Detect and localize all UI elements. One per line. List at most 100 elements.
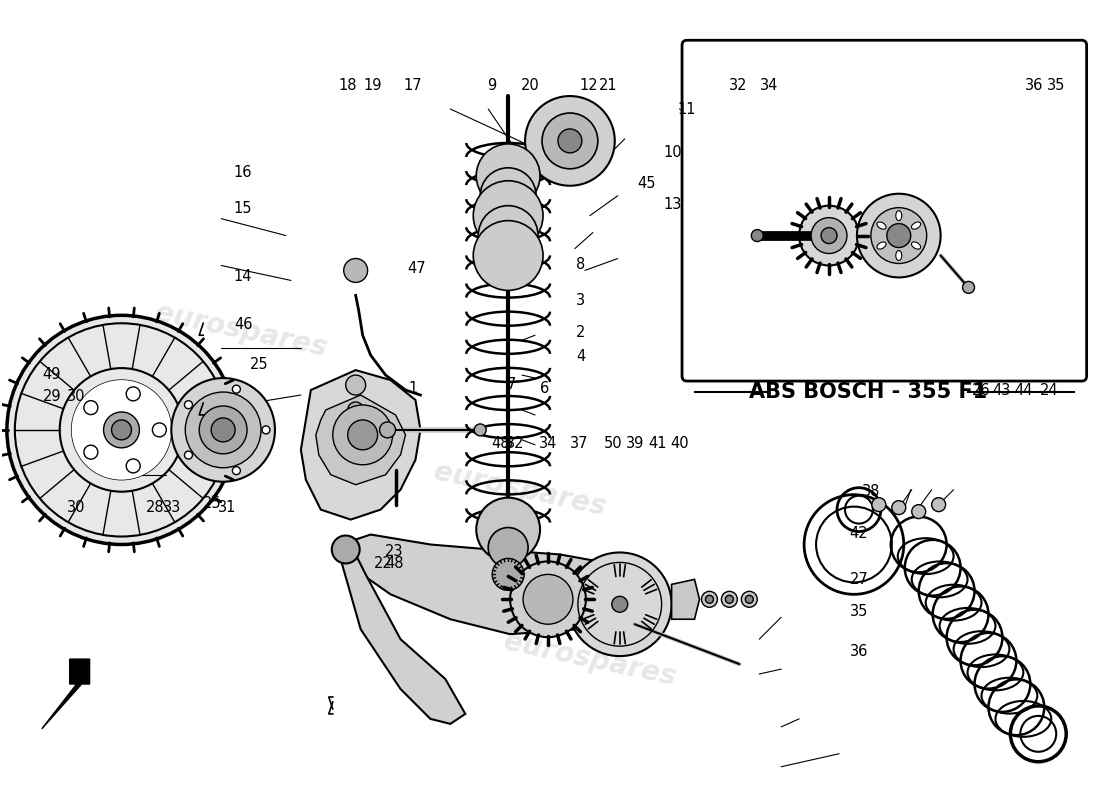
Circle shape: [722, 591, 737, 607]
Circle shape: [379, 422, 396, 438]
Text: 30: 30: [67, 389, 86, 403]
Text: 33: 33: [163, 500, 180, 515]
Text: 36: 36: [850, 644, 868, 658]
Text: 28: 28: [146, 500, 165, 515]
Text: 22: 22: [374, 556, 393, 571]
Text: 1: 1: [408, 381, 418, 395]
Text: 27: 27: [849, 572, 869, 587]
Circle shape: [799, 206, 859, 266]
Polygon shape: [672, 579, 700, 619]
Text: 47: 47: [407, 261, 426, 276]
Text: 32: 32: [506, 436, 525, 451]
Text: 35: 35: [850, 604, 868, 618]
Circle shape: [725, 595, 734, 603]
Text: 5: 5: [504, 436, 513, 451]
Text: 6: 6: [540, 381, 549, 395]
Text: 11: 11: [678, 102, 696, 117]
Circle shape: [126, 459, 140, 473]
Polygon shape: [301, 370, 420, 519]
Text: 19: 19: [363, 78, 382, 93]
Circle shape: [476, 144, 540, 208]
Polygon shape: [341, 534, 640, 634]
Text: 26: 26: [971, 383, 990, 398]
Circle shape: [153, 423, 166, 437]
Text: 21: 21: [598, 78, 617, 93]
Text: 32: 32: [729, 78, 748, 93]
Text: 45: 45: [637, 176, 656, 190]
Circle shape: [199, 406, 248, 454]
Circle shape: [348, 402, 364, 418]
Circle shape: [84, 401, 98, 414]
Circle shape: [821, 228, 837, 243]
Circle shape: [232, 385, 241, 393]
Text: 12: 12: [579, 78, 597, 93]
Circle shape: [741, 591, 757, 607]
Circle shape: [7, 315, 236, 545]
Circle shape: [746, 595, 754, 603]
Circle shape: [488, 527, 528, 567]
Circle shape: [872, 498, 886, 512]
Circle shape: [857, 194, 940, 278]
Text: 25: 25: [204, 496, 222, 511]
Circle shape: [345, 375, 365, 395]
Text: eurospares: eurospares: [502, 627, 679, 691]
Text: 16: 16: [234, 166, 252, 180]
Circle shape: [103, 412, 140, 448]
Text: 13: 13: [663, 197, 682, 212]
Text: 10: 10: [663, 146, 682, 160]
Circle shape: [348, 420, 377, 450]
Text: 23: 23: [385, 544, 404, 559]
Circle shape: [887, 224, 911, 247]
Text: 8: 8: [576, 257, 585, 272]
Ellipse shape: [912, 222, 921, 230]
Circle shape: [72, 380, 172, 480]
Ellipse shape: [895, 250, 902, 261]
Text: 35: 35: [1047, 78, 1066, 93]
Text: 14: 14: [234, 269, 252, 284]
FancyBboxPatch shape: [682, 40, 1087, 381]
Circle shape: [333, 405, 393, 465]
Circle shape: [705, 595, 714, 603]
Circle shape: [473, 221, 543, 290]
Circle shape: [492, 558, 524, 590]
Text: 24: 24: [1040, 383, 1058, 398]
Circle shape: [478, 206, 538, 266]
Text: 29: 29: [43, 389, 62, 403]
Text: 42: 42: [850, 526, 868, 542]
Circle shape: [558, 129, 582, 153]
Circle shape: [932, 498, 946, 512]
Text: 25: 25: [250, 357, 268, 372]
Text: 44: 44: [1014, 383, 1033, 398]
Circle shape: [185, 401, 192, 409]
Text: 37: 37: [570, 436, 589, 451]
Text: 7: 7: [507, 377, 516, 391]
Circle shape: [811, 218, 847, 254]
Text: 40: 40: [670, 436, 689, 451]
Text: 2: 2: [576, 325, 585, 340]
Circle shape: [481, 168, 536, 224]
Circle shape: [612, 596, 628, 612]
Text: 17: 17: [404, 78, 422, 93]
Text: 43: 43: [992, 383, 1011, 398]
Circle shape: [524, 574, 573, 624]
Circle shape: [111, 420, 132, 440]
Circle shape: [262, 426, 270, 434]
Circle shape: [510, 562, 586, 637]
Circle shape: [962, 282, 975, 294]
Polygon shape: [316, 395, 406, 485]
Text: 38: 38: [862, 484, 880, 499]
Circle shape: [185, 392, 261, 468]
Circle shape: [702, 591, 717, 607]
Text: 18: 18: [338, 78, 356, 93]
Text: 48: 48: [492, 436, 510, 451]
Text: eurospares: eurospares: [431, 458, 608, 522]
Circle shape: [476, 498, 540, 562]
Circle shape: [474, 424, 486, 436]
Circle shape: [172, 378, 275, 482]
Text: 3: 3: [576, 293, 585, 308]
Text: 49: 49: [42, 367, 60, 382]
Text: 46: 46: [234, 317, 252, 332]
Text: 31: 31: [218, 500, 235, 515]
Circle shape: [473, 181, 543, 250]
Text: 15: 15: [234, 201, 252, 216]
